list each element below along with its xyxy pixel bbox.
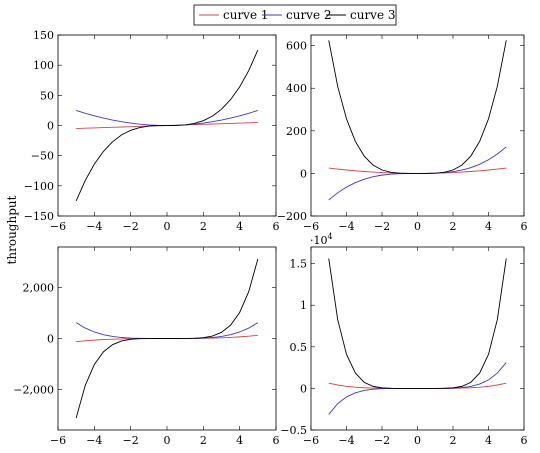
y-tick-label: −50 [31, 150, 54, 163]
y-tick-label: 0 [300, 382, 307, 395]
x-tick-label: 6 [521, 220, 528, 233]
y-tick-label: 1 [300, 299, 307, 312]
x-tick-label: −4 [86, 220, 102, 233]
y-tick-label: 400 [286, 82, 307, 95]
x-tick-label: 2 [450, 220, 457, 233]
x-tick-label: 6 [273, 220, 280, 233]
x-tick-label: −6 [303, 434, 319, 447]
y-tick-label: 600 [286, 40, 307, 53]
y-tick-label: −100 [24, 180, 54, 193]
x-tick-label: 0 [164, 220, 171, 233]
y-tick-label: 150 [33, 29, 54, 42]
y-tick-label: −150 [24, 210, 54, 223]
legend-label-curve-1: curve 1 [223, 8, 269, 22]
legend-label-curve-2: curve 2 [286, 8, 332, 22]
y-scale-multiplier: ·104 [310, 232, 333, 247]
y-tick-label: 2,000 [23, 282, 55, 295]
series-line-curve-3 [75, 49, 259, 202]
y-tick-label: 100 [33, 59, 54, 72]
x-tick-label: −6 [50, 434, 66, 447]
x-tick-label: −4 [86, 434, 102, 447]
x-tick-label: 6 [521, 434, 528, 447]
x-tick-label: 4 [485, 434, 492, 447]
x-tick-label: −2 [123, 434, 139, 447]
series-line-curve-3 [75, 258, 259, 419]
y-tick-label: 50 [40, 89, 54, 102]
x-tick-label: −4 [338, 434, 354, 447]
y-tick-label: −2,000 [13, 383, 54, 396]
x-tick-label: 4 [485, 220, 492, 233]
series-line-curve-3 [328, 258, 507, 389]
x-tick-label: 0 [414, 434, 421, 447]
legend-label-curve-3: curve 3 [350, 8, 396, 22]
y-tick-label: −200 [277, 210, 307, 223]
y-tick-label: 0 [47, 333, 54, 346]
x-tick-label: −6 [50, 220, 66, 233]
x-tick-label: 2 [200, 220, 207, 233]
series-line-curve-3 [328, 40, 507, 174]
x-tick-label: −2 [123, 220, 139, 233]
series-line-curve-1 [328, 167, 507, 174]
legend-box [193, 4, 397, 26]
x-tick-label: 6 [273, 434, 280, 447]
y-tick-label: 0 [300, 167, 307, 180]
chart-panel-top-right: −6 −4 −2 0 2 4 6 −200 0 200 400 600 [277, 34, 528, 233]
x-tick-label: 0 [164, 434, 171, 447]
y-tick-label: 0.5 [290, 341, 308, 354]
legend: curve 1 curve 2 curve 3 [193, 4, 397, 26]
x-tick-label: −6 [303, 220, 319, 233]
chart-panel-bottom-right: −6 −4 −2 0 2 4 6 −0.5 0 0.5 1 1.5 [280, 246, 528, 447]
y-tick-label: 0 [47, 120, 54, 133]
x-tick-label: 0 [414, 220, 421, 233]
y-axis-label: throughput [5, 195, 19, 264]
x-tick-label: 2 [450, 434, 457, 447]
x-tick-label: −2 [374, 220, 390, 233]
x-tick-label: 4 [236, 220, 243, 233]
chart-panel-bottom-left: −6 −4 −2 0 2 4 6 −2,000 0 2,000 [13, 246, 280, 447]
x-tick-label: −4 [338, 220, 354, 233]
x-tick-label: −2 [374, 434, 390, 447]
x-tick-label: 2 [200, 434, 207, 447]
y-tick-label: −0.5 [280, 424, 307, 437]
chart-panel-top-left: −6 −4 −2 0 2 4 6 −150 −100 −50 0 50 100 150 [24, 29, 280, 233]
y-tick-label: 200 [286, 125, 307, 138]
x-tick-label: 4 [236, 434, 243, 447]
y-tick-label: 1.5 [290, 258, 308, 271]
